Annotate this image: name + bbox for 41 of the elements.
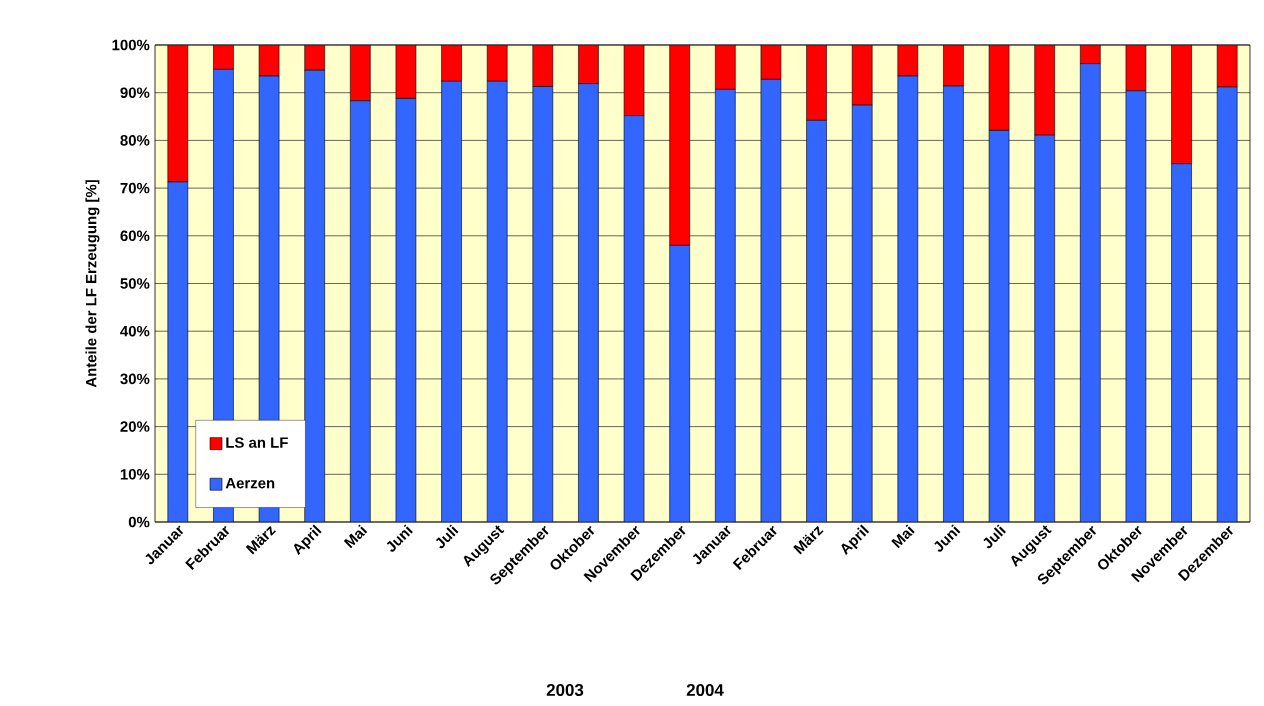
y-tick-label: 40% — [120, 325, 150, 337]
y-tick-label: 10% — [120, 469, 150, 480]
text: 2003 — [546, 683, 584, 697]
y-tick-label: 70% — [120, 182, 150, 194]
bar — [486, 80, 508, 522]
y-tick-label: 50% — [120, 278, 150, 289]
legend-label: Aerzen — [225, 477, 275, 489]
bar — [578, 83, 599, 522]
bar — [806, 120, 827, 522]
bar — [897, 75, 919, 522]
x-tick-label: Mai — [343, 524, 368, 549]
bar — [760, 79, 782, 522]
bar — [715, 89, 736, 522]
bar — [167, 181, 189, 522]
bar — [623, 115, 645, 522]
bar — [1080, 63, 1101, 522]
x-tick-label: Juli — [983, 524, 1006, 549]
bar — [1216, 86, 1238, 522]
y-tick-label: 80% — [120, 135, 150, 146]
x-tick-label: Mai — [891, 524, 915, 549]
bar — [988, 130, 1010, 522]
bar — [1034, 134, 1055, 522]
y-tick-label: 90% — [120, 87, 150, 98]
bar — [1171, 163, 1192, 522]
y-tick-label: 60% — [120, 230, 150, 242]
bar — [1125, 90, 1147, 522]
x-tick-label: Juli — [435, 524, 459, 549]
bar — [350, 100, 371, 522]
text: 2004 — [686, 684, 724, 696]
legend-label: LS an LF — [226, 437, 288, 448]
bar — [304, 69, 325, 522]
y-axis-title: Anteile der LF Erzeugung [%] — [85, 180, 100, 388]
bar — [851, 104, 873, 522]
y-tick-label: 100% — [112, 39, 150, 51]
y-tick-label: 30% — [120, 373, 150, 385]
bar — [441, 80, 462, 522]
bar — [943, 85, 964, 522]
bar — [669, 245, 690, 522]
y-tick-label: 20% — [120, 421, 150, 432]
bar — [532, 86, 554, 522]
bar — [395, 98, 417, 522]
